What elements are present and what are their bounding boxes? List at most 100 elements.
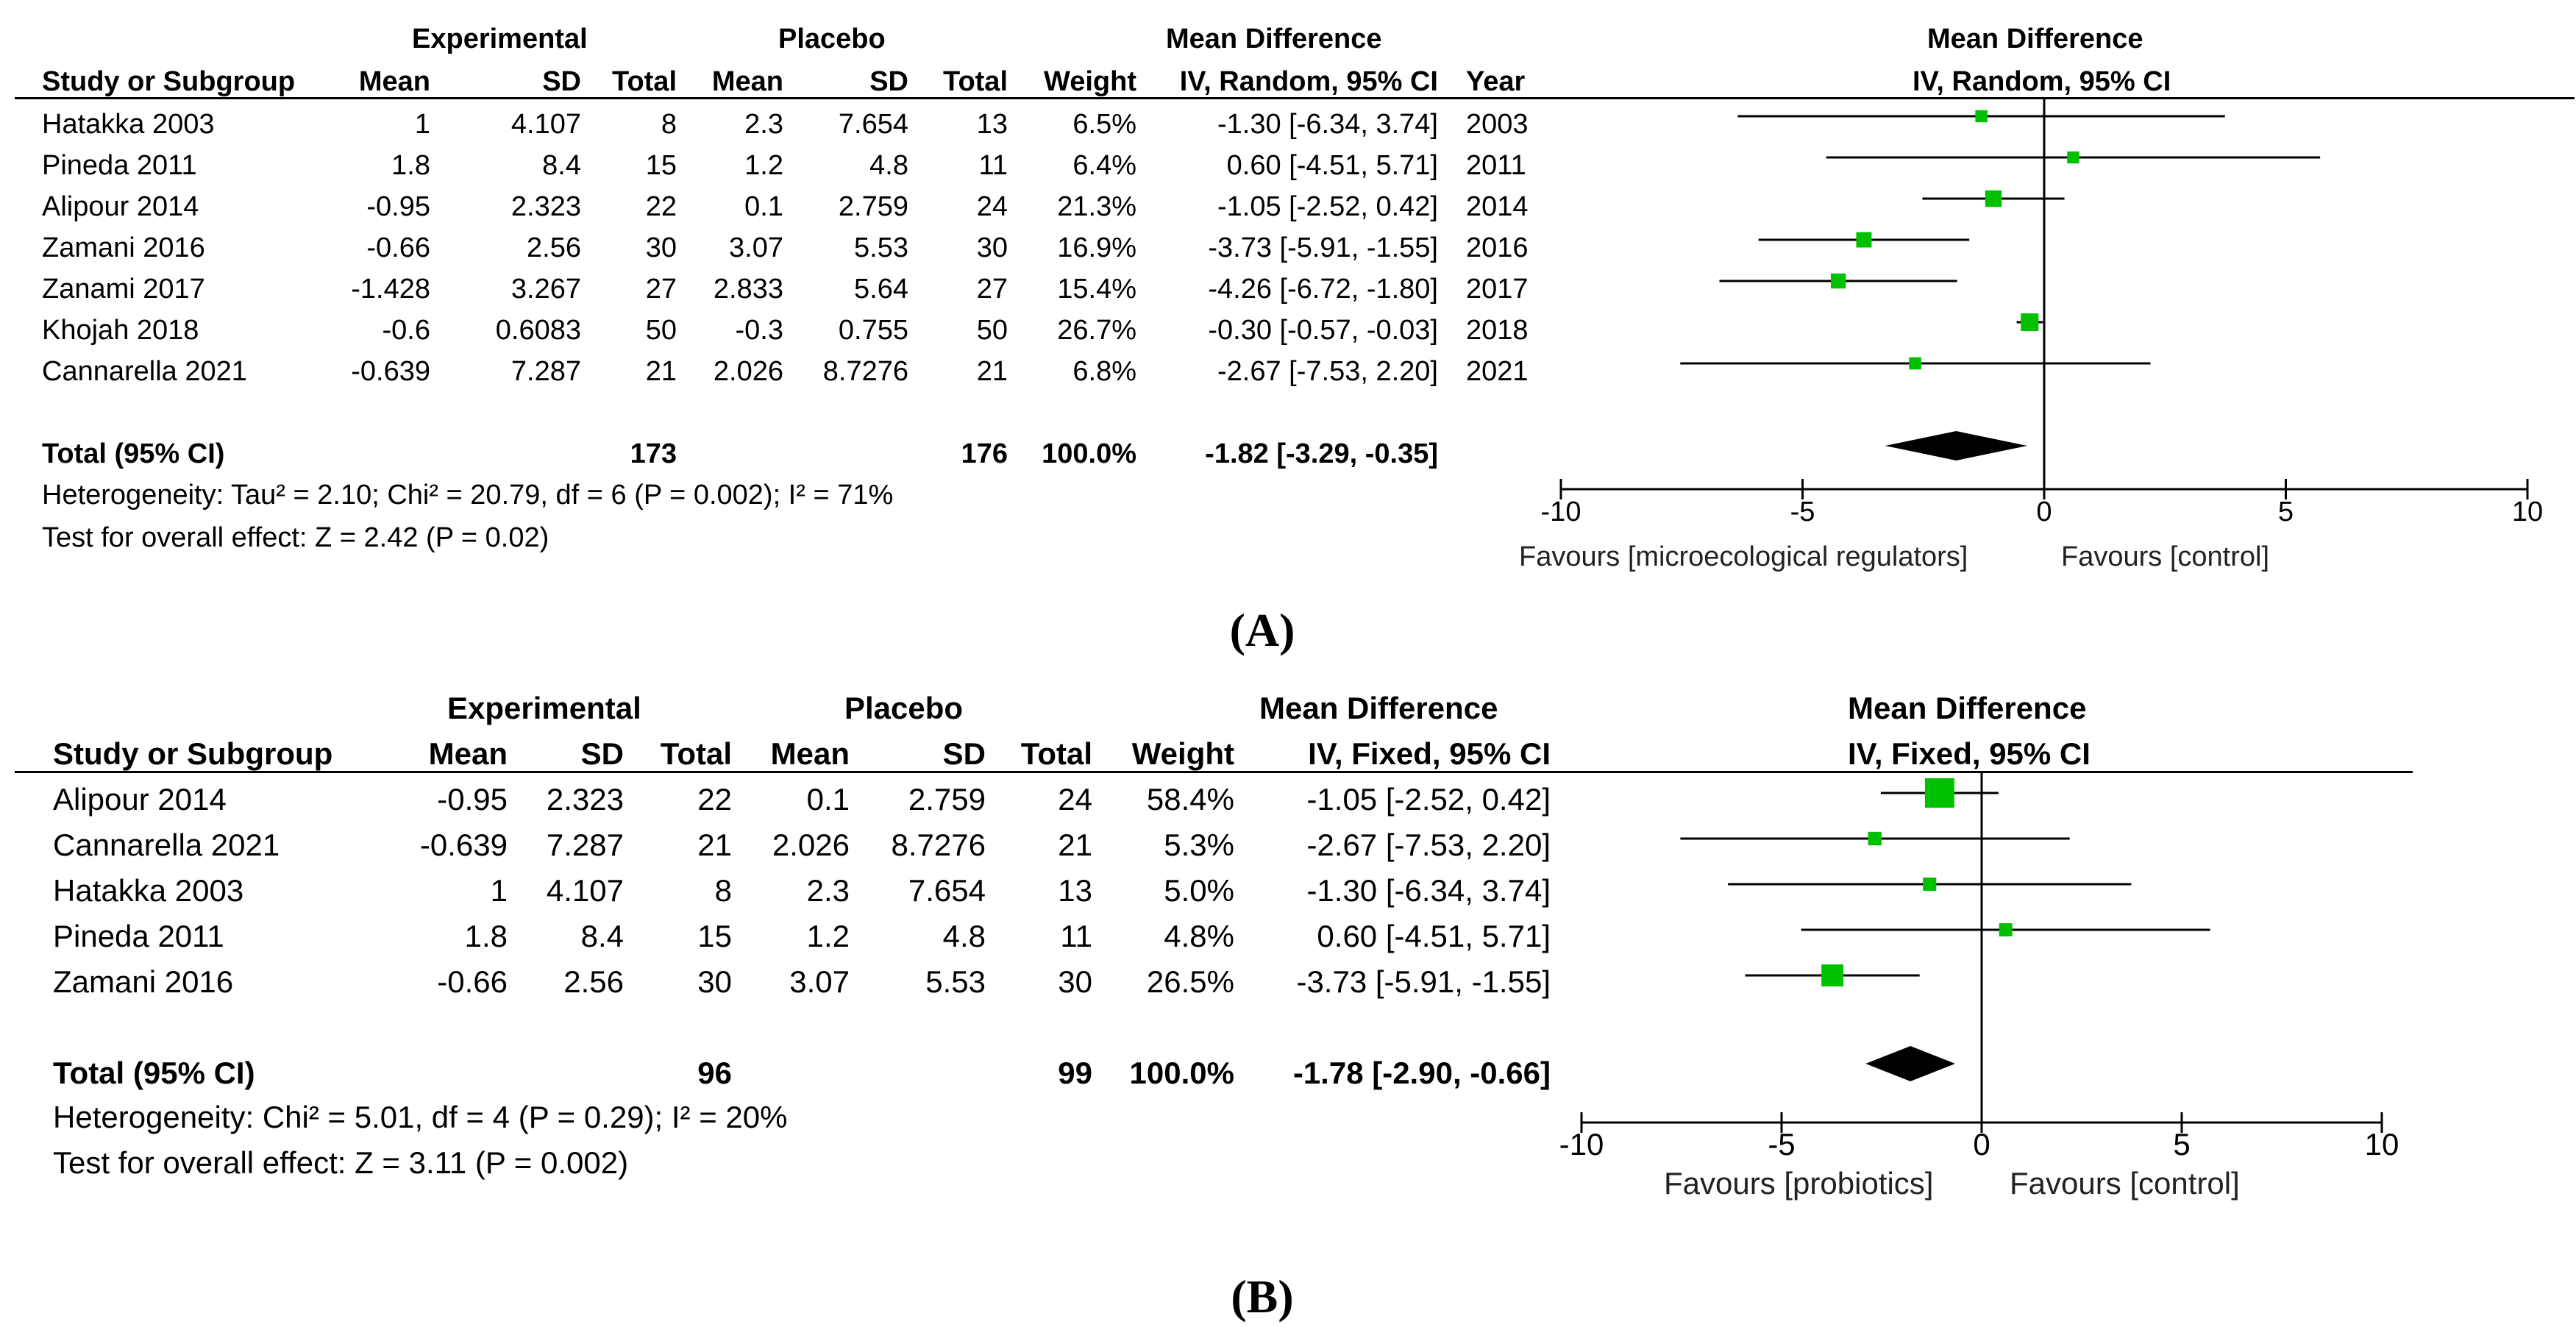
pla-mean-cell: 2.833 [713,274,783,305]
pooled-estimate-diamond [1865,1046,1956,1081]
header-separator [15,97,2575,99]
x-tick-label: 10 [2365,1127,2399,1162]
col-header-exp-mean: Mean [358,66,430,97]
x-tick-label: -10 [1541,497,1581,527]
year-cell: 2011 [1466,150,1526,181]
exp-sd-cell: 2.56 [563,964,624,999]
pla-total-cell: 27 [976,274,1008,305]
year-cell: 2021 [1466,356,1529,387]
exp-total-cell: 27 [645,274,677,305]
exp-sd-cell: 2.56 [527,232,581,263]
col-header-weight: Weight [1131,736,1234,771]
exp-total-cell: 15 [697,919,732,953]
pla-mean-cell: -0.3 [735,315,783,346]
weight-cell: 5.3% [1164,828,1234,862]
study-point-estimate [1999,923,2013,936]
weight-cell: 26.5% [1146,964,1234,999]
study-point-estimate [1868,831,1882,846]
pla-mean-cell: 2.026 [772,828,850,862]
favours-left-label: Favours [microecological regulators] [1519,541,1968,572]
weight-cell: 6.5% [1072,109,1136,140]
pla-mean-cell: 3.07 [789,964,850,999]
x-tick-label: 10 [2512,497,2543,527]
header-separator [15,771,2413,773]
favours-right-label: Favours [control] [2061,541,2269,572]
study-point-estimate [1909,357,1921,370]
forest-plot-panel-a: Experimental Placebo Mean Difference Mea… [0,0,2576,656]
pla-sd-cell: 4.8 [869,150,908,181]
col-header-study: Study or Subgroup [53,736,333,771]
study-point-estimate [2067,151,2079,164]
x-tick-label: 5 [2278,497,2294,527]
md-ci-cell: -1.05 [-2.52, 0.42] [1217,191,1438,222]
col-header-md-ci: IV, Random, 95% CI [1179,66,1438,97]
year-cell: 2014 [1466,191,1529,222]
exp-total-cell: 21 [697,828,732,862]
exp-sd-cell: 7.287 [510,356,581,387]
pla-sd-cell: 5.53 [854,232,908,263]
exp-mean-cell: -0.639 [419,828,508,862]
exp-sd-cell: 2.323 [510,191,581,222]
exp-total-cell: 8 [714,873,732,908]
study-name: Zamani 2016 [53,964,234,999]
md-ci-cell: -4.26 [-6.72, -1.80] [1208,274,1438,305]
pla-mean-cell: 2.3 [806,873,850,908]
exp-mean-cell: 1 [414,109,430,140]
favours-right-label: Favours [control] [2010,1166,2240,1201]
exp-sd-cell: 3.267 [510,274,581,305]
pla-total-cell: 11 [978,150,1008,181]
weight-cell: 58.4% [1146,782,1234,817]
total-exp-n: 96 [697,1056,732,1090]
group-header-mean-difference: Mean Difference [1166,24,1382,54]
pla-total-cell: 24 [1058,782,1092,817]
pla-mean-cell: 0.1 [806,782,850,817]
pla-total-cell: 24 [976,191,1008,222]
study-name: Alipour 2014 [53,782,227,817]
weight-cell: 26.7% [1057,315,1136,346]
exp-mean-cell: -0.95 [437,782,508,817]
exp-total-cell: 30 [697,964,732,999]
group-header-placebo: Placebo [778,24,886,54]
exp-mean-cell: 1 [490,873,508,908]
study-name: Alipour 2014 [42,191,199,222]
forest-plot-a: -10 -5 0 5 10 [1541,97,2543,527]
exp-total-cell: 21 [645,356,677,387]
plot-header-mean-difference: Mean Difference [1848,691,2087,725]
study-point-estimate [1924,778,1954,808]
md-ci-cell: -3.73 [-5.91, -1.55] [1208,232,1438,263]
panel-label-a: (A) [1229,604,1295,656]
pla-mean-cell: 1.2 [744,150,783,181]
study-name: Zamani 2016 [42,232,205,263]
weight-cell: 4.8% [1164,919,1234,953]
study-point-estimate [1856,232,1872,248]
md-ci-cell: -1.05 [-2.52, 0.42] [1306,782,1551,817]
weight-cell: 6.8% [1072,356,1136,387]
group-header-mean-difference: Mean Difference [1259,691,1498,725]
total-label: Total (95% CI) [42,438,225,469]
pla-total-cell: 30 [976,232,1008,263]
overall-effect-text: Test for overall effect: Z = 2.42 (P = 0… [42,522,549,553]
exp-total-cell: 30 [645,232,677,263]
pla-total-cell: 11 [1060,919,1092,953]
col-header-pla-total: Total [1020,736,1092,771]
x-tick-label: -5 [1790,497,1815,527]
study-point-estimate [1985,190,2002,207]
pla-sd-cell: 8.7276 [891,828,986,862]
pla-sd-cell: 8.7276 [822,356,908,387]
pla-sd-cell: 7.654 [908,873,986,908]
exp-total-cell: 22 [645,191,677,222]
exp-total-cell: 22 [697,782,732,817]
exp-total-cell: 8 [661,109,677,140]
pla-sd-cell: 7.654 [838,109,908,140]
pla-sd-cell: 2.759 [908,782,986,817]
md-ci-cell: -2.67 [-7.53, 2.20] [1306,828,1551,862]
col-header-weight: Weight [1044,66,1136,97]
col-header-exp-total: Total [660,736,732,771]
total-md-ci: -1.82 [-3.29, -0.35] [1205,438,1438,469]
exp-sd-cell: 8.4 [542,150,581,181]
md-ci-cell: -3.73 [-5.91, -1.55] [1296,964,1551,999]
forest-plot-panel-b: Experimental Placebo Mean Difference Mea… [0,662,2576,1324]
exp-sd-cell: 7.287 [546,828,624,862]
year-cell: 2018 [1466,315,1529,346]
heterogeneity-text: Heterogeneity: Tau² = 2.10; Chi² = 20.79… [42,480,894,511]
